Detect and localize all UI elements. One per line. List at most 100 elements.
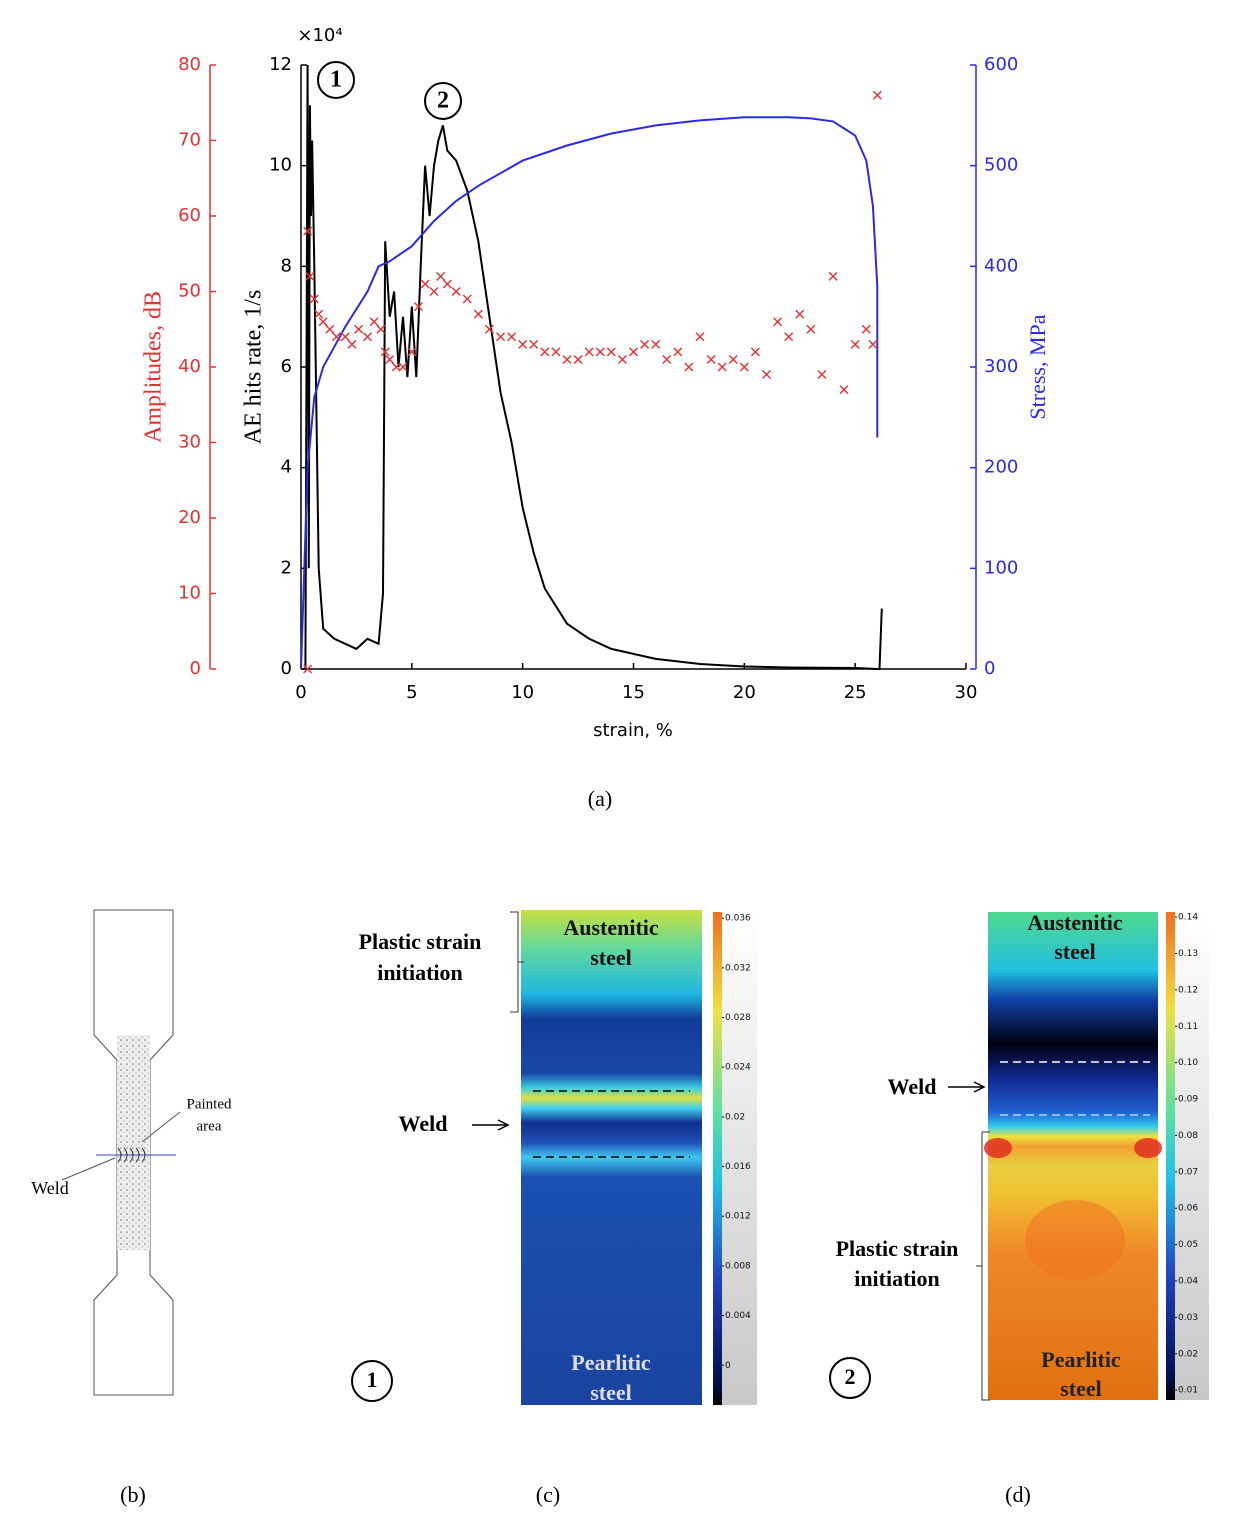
point [595,347,605,357]
heat-map [988,912,1158,1400]
marker-circle [351,1360,393,1402]
label: Weld [399,1111,448,1136]
caption: (d) [1005,1482,1031,1507]
colorbar-tick-label: 0 [725,1361,731,1371]
y2-tick-label: 100 [984,557,1018,578]
point [385,354,395,364]
colorbar-tick-label: 0.016 [725,1162,751,1172]
colorbar-tick-label: 0.13 [1178,949,1198,959]
point [762,370,771,380]
point [462,294,472,304]
y-tick-label: 0 [281,658,292,679]
x-tick-label: 15 [622,682,645,703]
colorbar-tick-label: 0.14 [1178,913,1198,923]
point [305,271,315,281]
colorbar-tick-label: 0.07 [1178,1167,1198,1177]
colorbar-tick-label: 0.04 [1178,1277,1198,1287]
point [303,664,313,674]
label: initiation [377,960,463,985]
y-tick-label: 8 [281,255,292,276]
y3-tick-label: 10 [178,583,201,604]
point [496,332,505,342]
y3-tick-label: 20 [178,507,201,528]
point [750,347,760,357]
point [850,339,860,349]
marker-circle [829,1357,871,1399]
marker: 2 [845,1364,856,1389]
caption: (b) [120,1482,146,1507]
point [420,279,430,289]
point [484,324,494,334]
y-tick-label: 6 [281,356,292,377]
point [861,324,871,334]
y2-tick-label: 0 [984,658,995,679]
y-axis-label: AE hits rate, 1/s [241,290,267,445]
label: Austenitic [563,915,659,940]
colorbar-tick-label: 0.05 [1178,1240,1198,1250]
label: Plastic strain [359,929,482,954]
point [340,332,350,342]
point [369,317,379,327]
point [429,287,439,296]
y2-tick-label: 500 [984,155,1018,176]
colorbar-tick-label: 0.012 [725,1212,751,1222]
point [617,354,627,364]
point [540,347,550,357]
painted-area [117,1035,150,1250]
y2-tick-label: 400 [984,255,1018,276]
weld-beads [117,1147,146,1163]
y-tick-label: 2 [281,557,292,578]
point [347,339,357,349]
annotation-circle [317,61,355,99]
y3-axis-label: Amplitudes, dB [141,291,167,443]
point [828,271,838,281]
point [436,271,446,281]
point [354,324,364,334]
point [451,287,461,296]
point [518,339,528,349]
label: Pearlitic [571,1350,651,1375]
point [706,354,716,364]
colorbar-tick-label: 0.01 [1178,1386,1198,1396]
point [507,332,517,342]
colorbar-tick-label: 0.036 [725,914,751,924]
y3-tick-label: 60 [178,205,201,226]
colorbar-tick-label: 0.004 [725,1311,751,1321]
point [584,347,594,357]
label: initiation [854,1266,940,1291]
y2-axis-label: Stress, MPa [1025,314,1050,419]
hot-spot [984,1138,1012,1158]
point [773,317,783,327]
point [629,347,638,357]
point [314,309,324,319]
arrow [472,1119,510,1131]
point [739,362,749,372]
label: area [197,1118,222,1134]
y3-tick-label: 80 [178,54,201,75]
point [325,324,335,334]
point [795,309,805,319]
leader [141,1111,181,1143]
y-multiplier: ×10⁴ [297,25,342,46]
colorbar [1166,912,1175,1400]
annotation: 2 [437,88,449,114]
colorbar-tick-label: 0.10 [1178,1058,1198,1068]
label: Weld [31,1178,69,1198]
line [300,116,879,670]
point [640,339,650,349]
colorbar-tick-label: 0.08 [1178,1131,1198,1141]
marker: 1 [367,1367,378,1392]
y2-tick-label: 600 [984,54,1018,75]
point [331,332,341,342]
point [562,354,572,364]
colorbar-tick-label: 0.03 [1178,1313,1198,1323]
colorbar-tick-label: 0.02 [1178,1349,1198,1359]
point [684,362,694,372]
x-axis-label: strain, % [593,720,673,741]
point [662,354,672,364]
bracket [510,911,524,1013]
colorbar-tick-label: 0.032 [725,963,751,973]
label: steel [1060,1376,1102,1401]
caption: (a) [588,786,612,811]
